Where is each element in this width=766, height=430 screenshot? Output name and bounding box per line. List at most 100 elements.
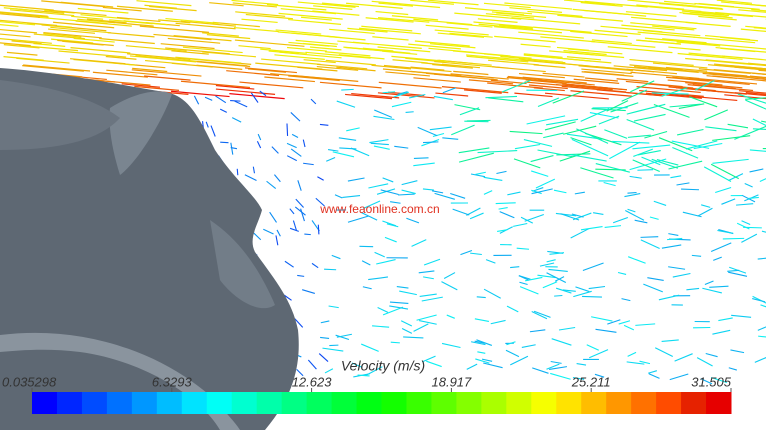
colorbar-tick-label: 18.917 [432,374,473,389]
vector [630,80,655,93]
vector [365,17,414,23]
vector [328,149,339,152]
vector [291,133,299,138]
vector [624,193,641,198]
colorbar-title: Velocity (m/s) [341,358,425,374]
vector [519,286,539,295]
vector [286,142,297,149]
vector [11,40,42,45]
vector [721,55,766,61]
vector [474,318,490,323]
vector [669,103,701,108]
vector [658,294,680,301]
vector [451,124,475,136]
vector [275,29,322,35]
vector [460,249,473,256]
vector [304,233,311,236]
vector [398,193,415,196]
colorbar-segment [106,392,133,414]
vector [405,111,414,114]
vector [390,201,401,204]
vector [361,343,379,352]
vector [557,14,623,22]
vector [705,126,737,132]
vector [591,316,613,322]
vector [594,29,641,35]
vector [450,73,509,80]
vector [713,256,722,261]
vector [432,132,445,138]
vector [568,84,623,91]
vector [252,166,256,174]
vector [574,191,585,195]
vector [552,90,585,104]
vector [266,180,277,189]
vector [409,93,426,99]
vector [271,146,279,154]
vector [383,64,452,73]
vector [256,141,262,149]
vector [231,117,242,123]
colorbar-segment [706,392,732,414]
vector [427,0,479,6]
vector [312,10,360,16]
vector [401,189,416,195]
vector [603,181,616,187]
colorbar-tick-label: 12.623 [292,374,333,389]
vector [653,200,667,206]
vector [170,90,230,98]
vector [509,7,563,13]
colorbar: 0.035298 6.3293 12.623 18.917 25.211 31.505 [2,374,732,414]
vector [247,68,287,73]
vector [537,79,595,86]
vector [550,360,562,364]
vector [274,54,325,60]
vector [621,89,647,102]
vector [736,203,754,206]
vector [3,56,44,61]
vector [425,24,469,30]
vector [580,167,614,179]
vector [401,328,413,334]
vector [648,370,658,374]
vector [648,66,711,74]
vector [549,366,568,370]
vector [518,31,584,39]
vector [215,84,255,90]
vector [589,349,609,359]
vector [748,196,759,199]
vector [297,180,302,191]
vector [654,347,673,358]
vector [0,21,36,26]
vector [682,12,733,19]
vector [288,41,330,47]
vector [423,258,441,266]
vector [362,200,381,209]
vector [586,344,600,351]
vector [751,8,766,12]
vector [499,211,515,219]
vector [378,17,430,23]
vector [669,93,738,102]
vector [702,72,754,79]
vector [576,128,609,144]
vector [342,195,361,198]
vector [757,326,766,331]
vector [432,63,473,69]
vector [374,251,385,258]
vector [712,158,749,164]
vector [393,91,409,98]
vector [331,254,341,260]
vector [193,95,200,105]
watermark: www.feaonline.com.cn [319,202,439,216]
vector [173,34,232,42]
vector [668,266,686,270]
vector [529,329,546,333]
vector [297,1,356,8]
vector [418,270,435,274]
vector [749,168,764,173]
vector [307,359,317,370]
vector [644,130,668,139]
vector [403,336,424,339]
vector [556,46,589,51]
